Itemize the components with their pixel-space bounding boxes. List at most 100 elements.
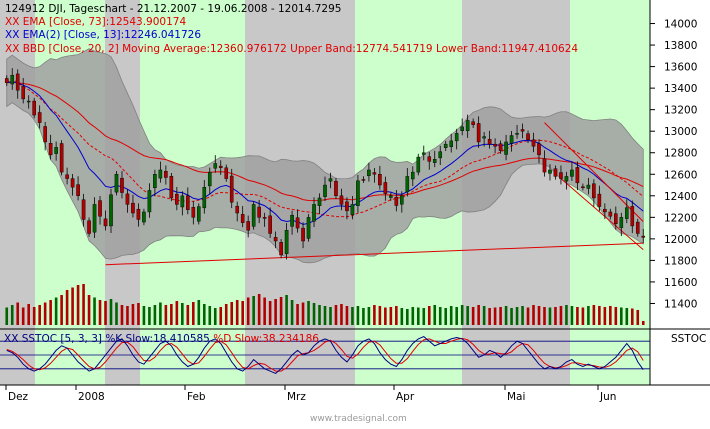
- volume-bar: [159, 302, 162, 325]
- candle-body: [493, 143, 497, 147]
- candle-body: [306, 217, 311, 239]
- candle-body: [619, 217, 624, 228]
- bollinger-ma-line: [6, 78, 644, 218]
- candle-body: [416, 156, 421, 173]
- volume-bar: [471, 307, 475, 325]
- candle-body: [394, 196, 399, 206]
- candle-body: [70, 178, 75, 188]
- y-tick-label: 12400: [664, 191, 697, 203]
- candle-body: [21, 86, 26, 100]
- volume-bar: [510, 308, 513, 325]
- volume-bar: [142, 306, 146, 325]
- volume-bar: [246, 297, 250, 325]
- ema73-legend: XX EMA [Close, 73]:12543.900174: [5, 16, 186, 28]
- candle-body: [421, 152, 426, 155]
- volume-bar: [323, 306, 327, 325]
- volume-bar: [202, 304, 206, 325]
- volume-bar: [285, 295, 288, 325]
- candle-body: [196, 206, 201, 222]
- volume-bar: [186, 305, 190, 325]
- candle-body: [630, 206, 635, 227]
- candle-body: [284, 230, 289, 254]
- candle-body: [553, 168, 558, 177]
- oscillator-axis-label: SSTOC: [671, 333, 706, 345]
- x-tick-label: Feb: [187, 391, 206, 403]
- volume-bar: [641, 321, 645, 325]
- volume-bar: [224, 304, 228, 325]
- volume-bar: [427, 306, 431, 325]
- candle-body: [295, 217, 300, 229]
- candle-body: [180, 195, 185, 208]
- volume-bar: [219, 307, 223, 325]
- candle-body: [32, 100, 36, 116]
- candle-body: [367, 169, 371, 176]
- volume-bar: [592, 305, 596, 325]
- candle-body: [246, 221, 250, 231]
- candle-body: [504, 141, 508, 155]
- d-slow-label: %D Slow:38.234186: [213, 333, 319, 345]
- y-tick-label: 13200: [664, 105, 697, 117]
- y-tick-label: 13400: [664, 83, 697, 95]
- volume-bar: [137, 303, 140, 325]
- y-tick-label: 13800: [664, 40, 697, 52]
- y-tick-label: 12600: [664, 169, 697, 181]
- k-slow-label: %K Slow:18.410585: [105, 333, 213, 345]
- volume-bar: [351, 307, 354, 325]
- volume-bar: [373, 305, 376, 325]
- volume-bar: [521, 306, 524, 325]
- volume-bar: [65, 290, 69, 325]
- watermark: www.tradesignal.com: [310, 414, 407, 424]
- volume-bar: [581, 307, 585, 325]
- candle-body: [273, 237, 278, 242]
- volume-bar: [235, 300, 239, 325]
- volume-bar: [279, 297, 283, 325]
- volume-bar: [208, 306, 212, 325]
- volume-bar: [362, 308, 365, 325]
- y-tick-label: 12000: [664, 234, 697, 246]
- volume-bar: [21, 307, 25, 325]
- candle-body: [175, 193, 179, 205]
- volume-bar: [27, 304, 30, 325]
- volume-bar: [71, 287, 74, 325]
- volume-bar: [543, 307, 546, 325]
- candle-body: [454, 133, 459, 142]
- volume-bar: [482, 306, 486, 325]
- candle-body: [114, 174, 119, 193]
- volume-bar: [263, 297, 266, 325]
- bollinger-band: [6, 48, 644, 264]
- candle-body: [443, 143, 448, 148]
- candle-body: [229, 175, 234, 203]
- stoch-d-line: [6, 337, 644, 372]
- candle-body: [410, 171, 415, 180]
- candle-body: [597, 193, 602, 207]
- volume-bar: [16, 302, 20, 325]
- volume-bar: [438, 307, 442, 325]
- candle-body: [164, 171, 168, 178]
- volume-bar: [5, 307, 9, 325]
- candle-body: [257, 206, 261, 218]
- candle-body: [449, 140, 454, 147]
- candle-body: [339, 195, 344, 205]
- volume-bar: [153, 305, 157, 325]
- y-tick-label: 14000: [664, 19, 697, 31]
- candle-body: [37, 112, 42, 123]
- candle-body: [87, 220, 91, 234]
- candle-body: [147, 190, 152, 213]
- volume-bar: [598, 306, 601, 325]
- volume-bar: [493, 307, 497, 325]
- candle-body: [317, 197, 322, 206]
- candle-body: [169, 176, 174, 199]
- candle-body: [312, 204, 316, 222]
- candle-body: [389, 195, 393, 198]
- candle-body: [136, 208, 141, 220]
- candle-body: [301, 227, 305, 242]
- candle-body: [635, 221, 640, 234]
- candle-body: [328, 178, 333, 182]
- candle-body: [570, 169, 574, 177]
- volume-bar: [334, 305, 338, 325]
- axis-bg: [650, 0, 710, 425]
- volume-bar: [537, 306, 541, 325]
- volume-bar: [301, 302, 305, 325]
